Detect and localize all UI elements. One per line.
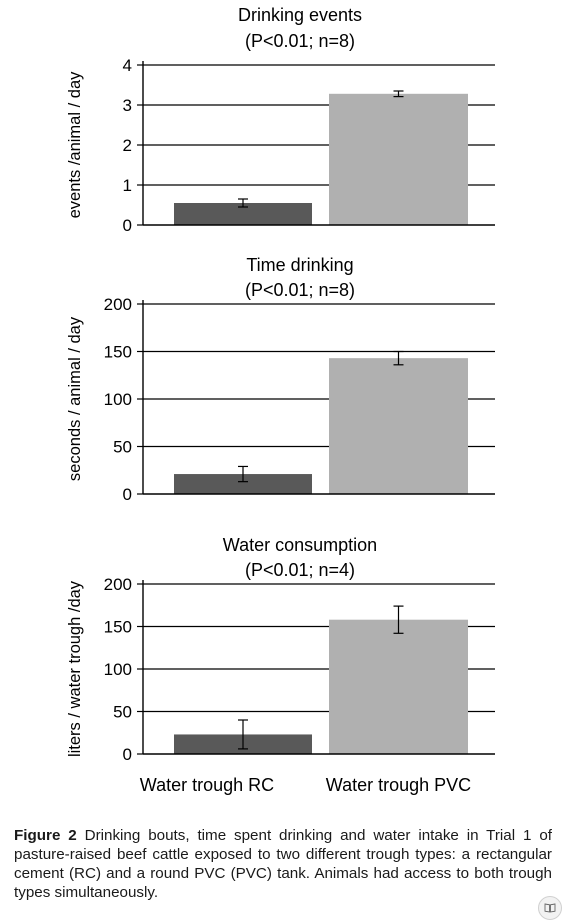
chart-panel-1: Drinking events (P<0.01; n=8) events /anim… bbox=[66, 5, 495, 235]
y-tick-label: 1 bbox=[123, 176, 132, 195]
bar-pvc bbox=[329, 358, 468, 494]
bar-rc bbox=[174, 203, 312, 225]
book-icon[interactable] bbox=[538, 896, 562, 920]
y-tick-label: 50 bbox=[113, 438, 132, 457]
y-tick-label: 150 bbox=[104, 343, 132, 362]
chart-subtitle: (P<0.01; n=8) bbox=[245, 280, 355, 300]
chart-title: Time drinking bbox=[246, 255, 353, 275]
chart-subtitle: (P<0.01; n=4) bbox=[245, 560, 355, 580]
bar-rc bbox=[174, 474, 312, 494]
y-tick-label: 3 bbox=[123, 96, 132, 115]
y-tick-label: 150 bbox=[104, 618, 132, 637]
chart-title: Water consumption bbox=[223, 535, 377, 555]
y-tick-label: 100 bbox=[104, 660, 132, 679]
chart-subtitle: (P<0.01; n=8) bbox=[245, 31, 355, 51]
y-tick-label: 100 bbox=[104, 390, 132, 409]
y-axis-label: liters / water trough /day bbox=[66, 580, 84, 757]
x-category-label: Water trough PVC bbox=[326, 775, 471, 795]
y-tick-label: 2 bbox=[123, 136, 132, 155]
chart-panel-2: Time drinking (P<0.01; n=8) seconds / anim… bbox=[66, 255, 495, 504]
y-tick-label: 0 bbox=[123, 745, 132, 764]
figure-caption: Figure 2 Drinking bouts, time spent drin… bbox=[14, 826, 552, 902]
chart-panel-3: Water consumption (P<0.01; n=4) liters / w… bbox=[66, 535, 495, 795]
figure-panels: Drinking events (P<0.01; n=8) events /anim… bbox=[66, 5, 495, 795]
caption-text: Drinking bouts, time spent drinking and … bbox=[14, 827, 552, 901]
caption-label: Figure 2 bbox=[14, 827, 77, 844]
y-axis-label: events /animal / day bbox=[66, 71, 84, 218]
y-tick-label: 200 bbox=[104, 295, 132, 314]
y-tick-label: 4 bbox=[123, 56, 132, 75]
bar-pvc bbox=[329, 619, 468, 754]
y-tick-label: 0 bbox=[123, 485, 132, 504]
chart-title: Drinking events bbox=[238, 5, 362, 25]
y-tick-label: 50 bbox=[113, 703, 132, 722]
book-glyph bbox=[544, 903, 556, 913]
y-tick-label: 200 bbox=[104, 575, 132, 594]
bar-pvc bbox=[329, 93, 468, 225]
y-axis-label: seconds / animal / day bbox=[66, 316, 84, 481]
y-tick-label: 0 bbox=[123, 216, 132, 235]
x-category-label: Water trough RC bbox=[140, 775, 274, 795]
